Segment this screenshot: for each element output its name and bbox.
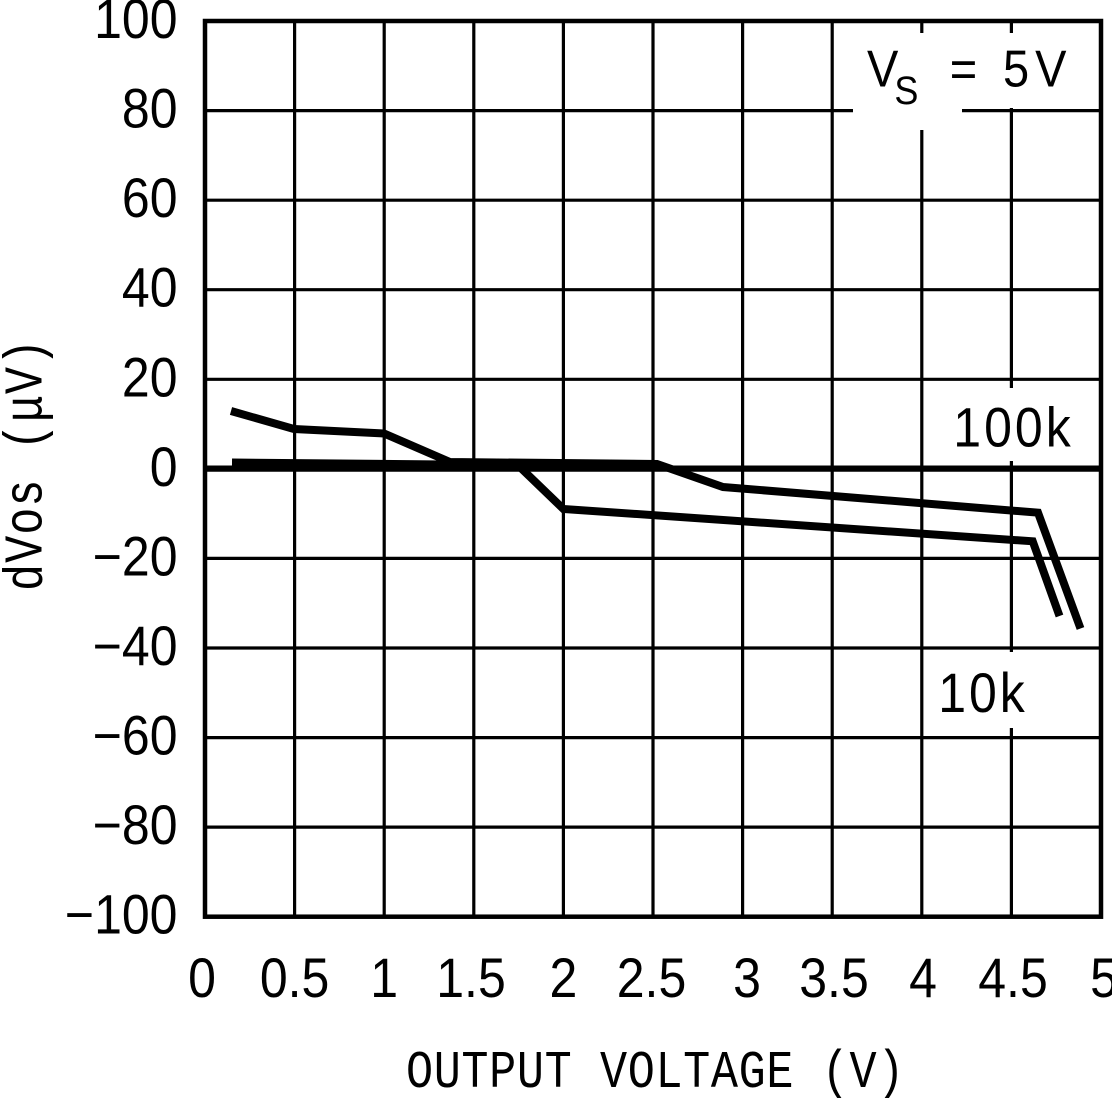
svg-text:60: 60 (122, 168, 178, 230)
svg-text:3: 3 (733, 948, 761, 1010)
svg-text:−20: −20 (93, 526, 178, 588)
svg-text:dVos (μV): dVos (μV) (0, 338, 59, 591)
svg-text:OUTPUT VOLTAGE (V): OUTPUT VOLTAGE (V) (406, 1043, 905, 1101)
svg-text:0: 0 (188, 948, 216, 1010)
svg-text:0: 0 (150, 437, 178, 499)
svg-text:4.5: 4.5 (978, 948, 1047, 1010)
svg-text:100k: 100k (953, 397, 1073, 459)
svg-text:=: = (950, 39, 977, 98)
svg-text:2.5: 2.5 (617, 948, 686, 1010)
svg-text:5: 5 (1090, 948, 1112, 1010)
svg-text:4: 4 (909, 948, 937, 1010)
svg-text:−60: −60 (93, 705, 178, 767)
svg-text:100: 100 (94, 0, 177, 51)
svg-text:10k: 10k (938, 662, 1028, 724)
svg-text:−80: −80 (93, 795, 178, 857)
svg-text:3.5: 3.5 (799, 948, 868, 1010)
svg-text:5V: 5V (1003, 39, 1072, 98)
svg-text:20: 20 (122, 347, 178, 409)
svg-text:2: 2 (549, 948, 577, 1010)
svg-text:1: 1 (370, 948, 398, 1010)
svg-text:1.5: 1.5 (436, 948, 505, 1010)
svg-text:0.5: 0.5 (260, 948, 329, 1010)
svg-text:−40: −40 (93, 616, 178, 678)
svg-text:40: 40 (122, 257, 178, 319)
svg-text:−100: −100 (65, 884, 178, 946)
svg-text:80: 80 (122, 78, 178, 140)
